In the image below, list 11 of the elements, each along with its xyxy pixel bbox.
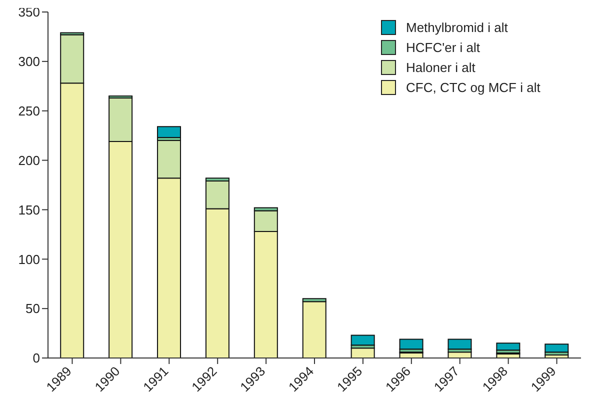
y-tick-label: 200 — [18, 152, 40, 168]
y-tick-label: 150 — [18, 202, 40, 218]
legend-label: Methylbromid i alt — [406, 20, 508, 35]
y-tick-label: 0 — [32, 350, 40, 366]
legend-label: Haloner i alt — [406, 60, 476, 75]
y-tick-label: 100 — [18, 252, 40, 267]
legend-label: CFC, CTC og MCF i alt — [406, 80, 540, 95]
y-tick-label: 300 — [18, 54, 40, 70]
legend-label: HCFC'er i alt — [406, 40, 480, 55]
y-tick-label: 50 — [26, 301, 40, 316]
y-tick-label: 250 — [18, 103, 40, 118]
